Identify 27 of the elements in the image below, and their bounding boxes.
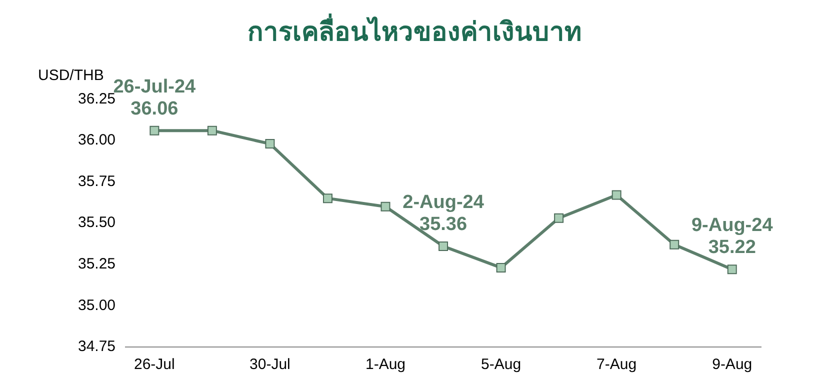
x-tick-label: 26-Jul: [134, 356, 175, 374]
chart-title: การเคลื่อนไหวของค่าเงินบาท: [248, 12, 582, 48]
y-tick-label: 35.00: [78, 296, 116, 314]
point: [670, 240, 680, 250]
point: [265, 139, 275, 149]
x-tick-label: 1-Aug: [365, 356, 406, 374]
x-tick-label: 30-Jul: [250, 356, 290, 374]
point: [380, 202, 390, 212]
point: [322, 194, 332, 204]
y-tick-label: 35.50: [78, 214, 116, 232]
y-axis-title: USD/THB: [38, 66, 104, 84]
point: [207, 126, 217, 136]
y-tick-label: 36.00: [78, 132, 116, 149]
x-tick-label: 5-Aug: [481, 356, 522, 374]
point: [150, 126, 160, 136]
y-tick-label: 34.75: [78, 338, 116, 356]
point: [496, 262, 506, 272]
annotation: 9-Aug-24 35.22: [691, 215, 774, 258]
x-tick-label: 7-Aug: [596, 356, 637, 374]
point: [727, 264, 737, 274]
x-tick-label: 9-Aug: [712, 356, 752, 374]
point: [612, 190, 622, 200]
annotation: 2-Aug-24 35.36: [402, 192, 484, 235]
point: [554, 213, 564, 223]
y-tick-label: 35.75: [78, 172, 116, 190]
y-tick-label: 35.25: [78, 256, 116, 273]
point: [438, 241, 448, 251]
